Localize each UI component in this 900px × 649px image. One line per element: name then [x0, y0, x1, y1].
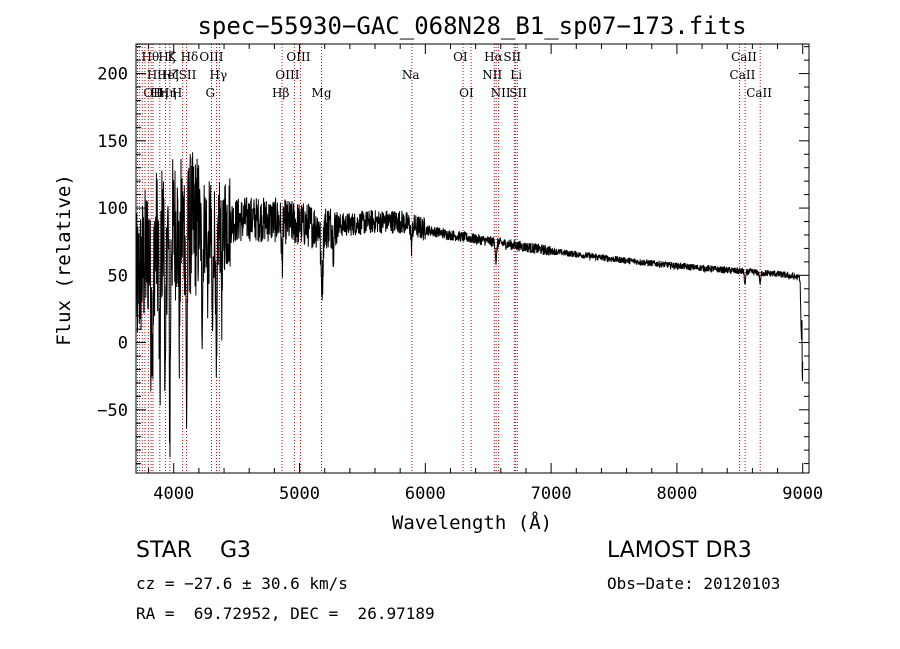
line-marker-label: K: [167, 50, 177, 64]
y-tick-label: 0: [118, 334, 128, 354]
spectrum-line: [135, 152, 804, 458]
line-marker-label: HeI: [157, 68, 180, 82]
axes: 4000 5000 6000 7000 8000 9000 −50 0 50 100 150 200: [97, 44, 823, 504]
line-marker-label: Hβ: [272, 86, 289, 100]
plot-frame: [135, 43, 810, 474]
line-marker-label: OI: [459, 86, 474, 100]
line-marker-label: Hγ: [210, 68, 228, 82]
line-marker-label: H: [172, 86, 182, 100]
x-tick-label: 6000: [405, 484, 446, 504]
line-marker-label: Mg: [312, 86, 332, 100]
y-tick-label: 100: [97, 199, 128, 219]
line-marker-label: Hη: [159, 86, 177, 100]
line-markers: HθOIIHηHιHζHeIHηHζKHSIIHδGHγOIIIHβOIIIOI…: [137, 44, 772, 473]
y-tick-label: 50: [108, 266, 128, 286]
y-axis-label: Flux (relative): [53, 174, 75, 346]
x-tick-label: 8000: [656, 484, 697, 504]
line-marker-label: Li: [510, 68, 522, 82]
line-marker-label: NII: [482, 68, 502, 82]
line-marker-label: SII: [179, 68, 197, 82]
line-marker-label: CaII: [731, 50, 757, 64]
line-marker-label: SII: [509, 86, 527, 100]
survey-name: LAMOST DR3: [607, 538, 752, 563]
line-marker-label: OIII: [275, 68, 299, 82]
line-marker-label: OIII: [199, 50, 223, 64]
line-marker-label: Hδ: [181, 50, 199, 64]
line-marker-label: Hη: [150, 86, 168, 100]
line-marker-label: CaII: [746, 86, 772, 100]
line-marker-label: CaII: [730, 68, 756, 82]
line-marker-label: Hζ: [158, 50, 175, 64]
line-marker-label: NII: [491, 86, 511, 100]
line-marker-label: Hθ: [142, 50, 160, 64]
line-marker-label: G: [205, 86, 215, 100]
x-axis-label: Wavelength (Å): [392, 511, 552, 534]
redshift-velocity: cz = −27.6 ± 30.6 km/s: [136, 574, 348, 593]
line-marker-label: Hα: [484, 50, 503, 64]
y-tick-label: −50: [97, 401, 128, 421]
x-tick-label: 5000: [279, 484, 320, 504]
x-tick-label: 9000: [782, 484, 823, 504]
line-marker-label: Hζ: [162, 68, 179, 82]
line-marker-label: Na: [402, 68, 420, 82]
x-tick-label: 7000: [531, 484, 572, 504]
chart-title: spec−55930−GAC_068N28_B1_sp07−173.fits: [197, 12, 746, 40]
line-marker-label: OI: [453, 50, 468, 64]
line-marker-label: SII: [503, 50, 521, 64]
line-marker-label: OIII: [286, 50, 310, 64]
observation-date: Obs−Date: 20120103: [607, 574, 781, 593]
y-tick-label: 150: [97, 132, 128, 152]
spectrum-series: [135, 152, 804, 458]
x-tick-label: 4000: [153, 484, 194, 504]
coordinates: RA = 69.72952, DEC = 26.97189: [136, 604, 435, 623]
object-class: STAR G3: [136, 538, 252, 563]
y-tick-label: 200: [97, 65, 128, 85]
